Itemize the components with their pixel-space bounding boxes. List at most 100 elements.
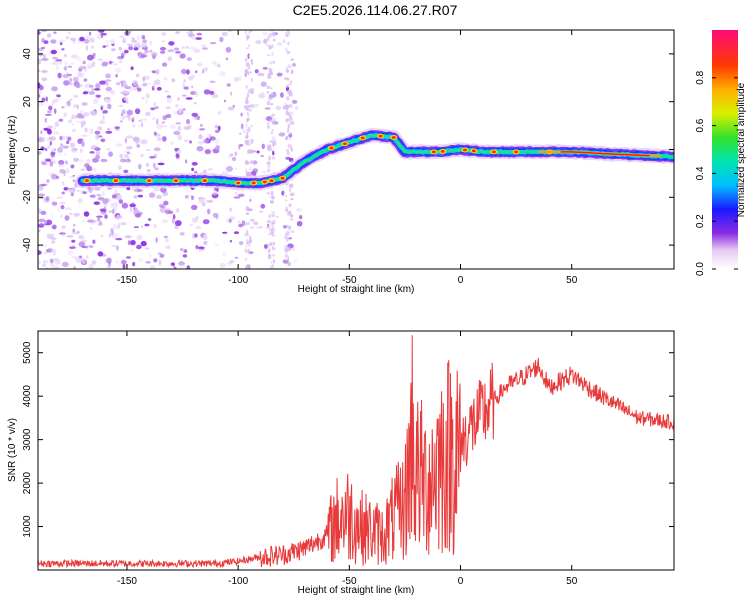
spectrogram-noise-speck — [164, 246, 171, 249]
snr-panel: -150 -100 -50 0 50 1000 2000 3000 4000 5000 Heigh… — [7, 330, 675, 596]
spectrogram-streak-speck — [269, 265, 274, 268]
spectrogram-streak-speck — [245, 241, 250, 245]
spectrogram-streak-speck — [287, 77, 290, 81]
spectrogram-noise-speck — [78, 241, 86, 247]
spectrogram-streak-speck — [286, 96, 290, 101]
spectrogram-noise-speck — [275, 105, 282, 111]
spectrogram-noise-speck — [115, 237, 123, 241]
spectrogram-noise-speck — [132, 262, 136, 267]
spectrogram-noise-speck — [158, 203, 165, 207]
spectrogram-noise-speck — [197, 141, 205, 145]
spectrogram-streak-speck — [271, 156, 276, 160]
spectrogram-noise-speck — [229, 239, 233, 243]
spectrogram-noise-speck — [38, 185, 44, 191]
spectrogram-noise-speck — [125, 91, 131, 94]
spectrogram-hotspot-core — [471, 149, 476, 153]
spectrogram-noise-speck — [136, 35, 140, 41]
spectrogram-noise-speck — [38, 218, 46, 223]
spectrogram-hotspot-core — [236, 181, 241, 185]
spectrogram-noise-speck — [227, 106, 235, 111]
spectrogram-noise-speck — [194, 91, 199, 97]
spectrogram-noise-speck — [46, 195, 51, 200]
spectrogram-noise-speck — [83, 211, 90, 217]
spectrogram-noise-speck — [80, 122, 84, 128]
spectrogram-noise-speck — [46, 179, 50, 183]
spectrogram-streak-speck — [271, 195, 275, 200]
spectrogram-streak-speck — [247, 264, 250, 269]
spectrogram-noise-speck — [171, 78, 176, 83]
spectrogram-noise-speck — [96, 34, 103, 40]
spectrogram-noise-speck — [52, 225, 57, 231]
snr-x-axis-label: Height of straight line (km) — [298, 585, 415, 596]
spectrogram-noise-speck — [81, 141, 85, 147]
spectrogram-streak-speck — [271, 136, 276, 139]
spectrogram-noise-speck — [88, 245, 94, 248]
spectrogram-noise-speck — [80, 219, 85, 223]
spectrogram-noise-speck — [179, 53, 186, 59]
spectrogram-noise-speck — [100, 235, 104, 238]
spectrogram-noise-speck — [108, 61, 114, 64]
spectrogram-noise-speck — [153, 147, 161, 152]
spectrogram-noise-speck — [86, 158, 91, 164]
spectrogram-noise-speck — [191, 161, 198, 166]
spectrogram-streak-speck — [288, 184, 292, 188]
spectrogram-streak-speck — [245, 123, 248, 128]
spectrogram-noise-speck — [137, 87, 142, 92]
spectrogram-noise-speck — [152, 117, 156, 120]
spectrogram-streak-speck — [271, 245, 274, 251]
spectrogram-streak-speck — [248, 44, 251, 48]
spectrogram-noise-speck — [142, 39, 148, 43]
spectrogram-noise-speck — [106, 257, 112, 264]
spectrogram-noise-speck — [104, 79, 112, 82]
spectrogram-hotspot-core — [463, 148, 467, 152]
spectrogram-noise-speck — [69, 82, 73, 86]
spectrogram-streak-speck — [289, 187, 291, 192]
spectrogram-noise-speck — [120, 222, 127, 226]
spectrogram-noise-speck — [97, 222, 103, 226]
spectrogram-x-tick-label: 0 — [458, 275, 464, 286]
spectrogram-x-tick-label: 50 — [566, 275, 578, 286]
spectrogram-noise-speck — [155, 194, 163, 200]
spectrogram-streak-speck — [285, 104, 290, 108]
spectrogram-noise-speck — [141, 35, 146, 40]
spectrogram-streak-speck — [247, 72, 250, 76]
spectrogram-noise-speck — [127, 116, 131, 121]
spectrogram-streak-speck — [267, 233, 273, 236]
spectrogram-hotspot-core — [431, 150, 436, 154]
spectrogram-noise-speck — [61, 261, 69, 267]
spectrogram-noise-speck — [167, 56, 173, 62]
spectrogram-streak-speck — [287, 112, 290, 116]
spectrogram-noise-speck — [235, 191, 238, 195]
spectrogram-noise-speck — [51, 201, 58, 206]
spectrogram-streak-speck — [271, 226, 276, 231]
spectrogram-noise-speck — [57, 147, 63, 153]
spectrogram-noise-speck — [105, 81, 109, 86]
spectrogram-noise-speck — [291, 247, 295, 252]
spectrogram-noise-speck — [69, 212, 73, 216]
spectrogram-noise-speck — [100, 158, 108, 163]
spectrogram-noise-speck — [51, 240, 56, 244]
spectrogram-noise-speck — [97, 251, 104, 257]
spectrogram-noise-speck — [97, 58, 104, 61]
spectrogram-noise-speck — [44, 117, 48, 123]
spectrogram-noise-speck — [45, 96, 49, 102]
spectrogram-ridge — [75, 128, 674, 191]
spectrogram-noise-speck — [125, 146, 133, 150]
spectrogram-streak-speck — [247, 149, 250, 155]
spectrogram-noise-speck — [179, 248, 184, 251]
spectrogram-noise-speck — [61, 181, 65, 186]
spectrogram-streak-speck — [272, 60, 275, 64]
spectrogram-streak-speck — [244, 139, 249, 145]
spectrogram-noise-speck — [148, 253, 151, 258]
spectrogram-noise-speck — [164, 209, 171, 215]
spectrogram-noise-speck — [99, 208, 106, 212]
spectrogram-noise-speck — [105, 198, 110, 203]
spectrogram-noise-speck — [178, 107, 182, 114]
spectrogram-noise-speck — [72, 179, 76, 183]
spectrogram-noise-speck — [64, 60, 68, 67]
spectrogram-noise-speck — [153, 258, 158, 263]
spectrogram-noise-speck — [99, 80, 107, 85]
spectrogram-noise-speck — [196, 115, 200, 120]
spectrogram-noise-speck — [195, 245, 199, 250]
spectrogram-streak-speck — [272, 241, 276, 246]
